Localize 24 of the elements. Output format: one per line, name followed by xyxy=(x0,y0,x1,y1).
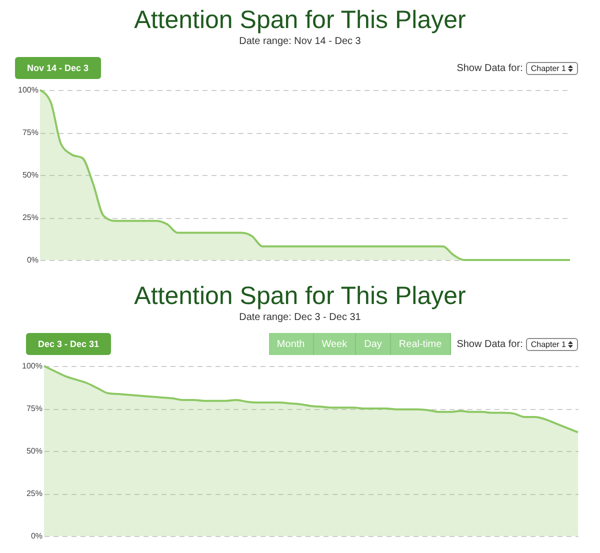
chart-title: Attention Span for This Player xyxy=(133,6,467,34)
text: Chapter 1 xyxy=(526,62,578,74)
text: Chapter 1 xyxy=(526,338,578,350)
chart-subtitle: Date range: Dec 3 - Dec 31 xyxy=(238,312,362,323)
text: Show Data for: xyxy=(456,62,523,74)
y-tick-label: 75% xyxy=(22,128,38,137)
y-tick-label: 25% xyxy=(22,213,38,222)
y-tick-label: 100% xyxy=(18,86,38,94)
y-tick-label: 0% xyxy=(26,256,38,264)
text: Show Data for: xyxy=(456,338,523,350)
text: Real-time xyxy=(390,333,451,355)
y-tick-label: 25% xyxy=(26,489,42,498)
text: Dec 3 - Dec 31 xyxy=(26,333,112,355)
text: Month xyxy=(268,333,314,355)
y-tick-label: 50% xyxy=(26,446,42,456)
chart-subtitle: Date range: Nov 14 - Dec 3 xyxy=(238,36,362,47)
y-tick-label: 75% xyxy=(26,404,42,413)
y-tick-label: 100% xyxy=(22,362,42,370)
chart-title: Attention Span for This Player xyxy=(133,282,467,310)
text: Nov 14 - Dec 3 xyxy=(15,57,101,79)
y-tick-label: 50% xyxy=(22,170,38,180)
text: Week xyxy=(314,333,356,355)
y-tick-label: 0% xyxy=(30,532,42,540)
text: Day xyxy=(356,333,391,355)
